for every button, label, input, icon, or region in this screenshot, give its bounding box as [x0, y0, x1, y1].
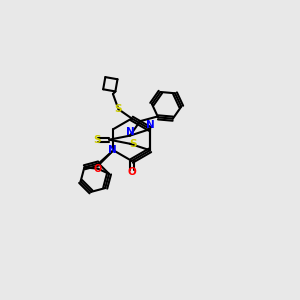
- Text: O: O: [94, 164, 102, 174]
- Text: O: O: [128, 167, 136, 177]
- Text: S: S: [114, 103, 122, 114]
- Text: N: N: [146, 120, 154, 130]
- Text: S: S: [130, 139, 137, 149]
- Text: N: N: [126, 127, 134, 136]
- Text: S: S: [93, 135, 100, 145]
- Text: N: N: [107, 145, 116, 155]
